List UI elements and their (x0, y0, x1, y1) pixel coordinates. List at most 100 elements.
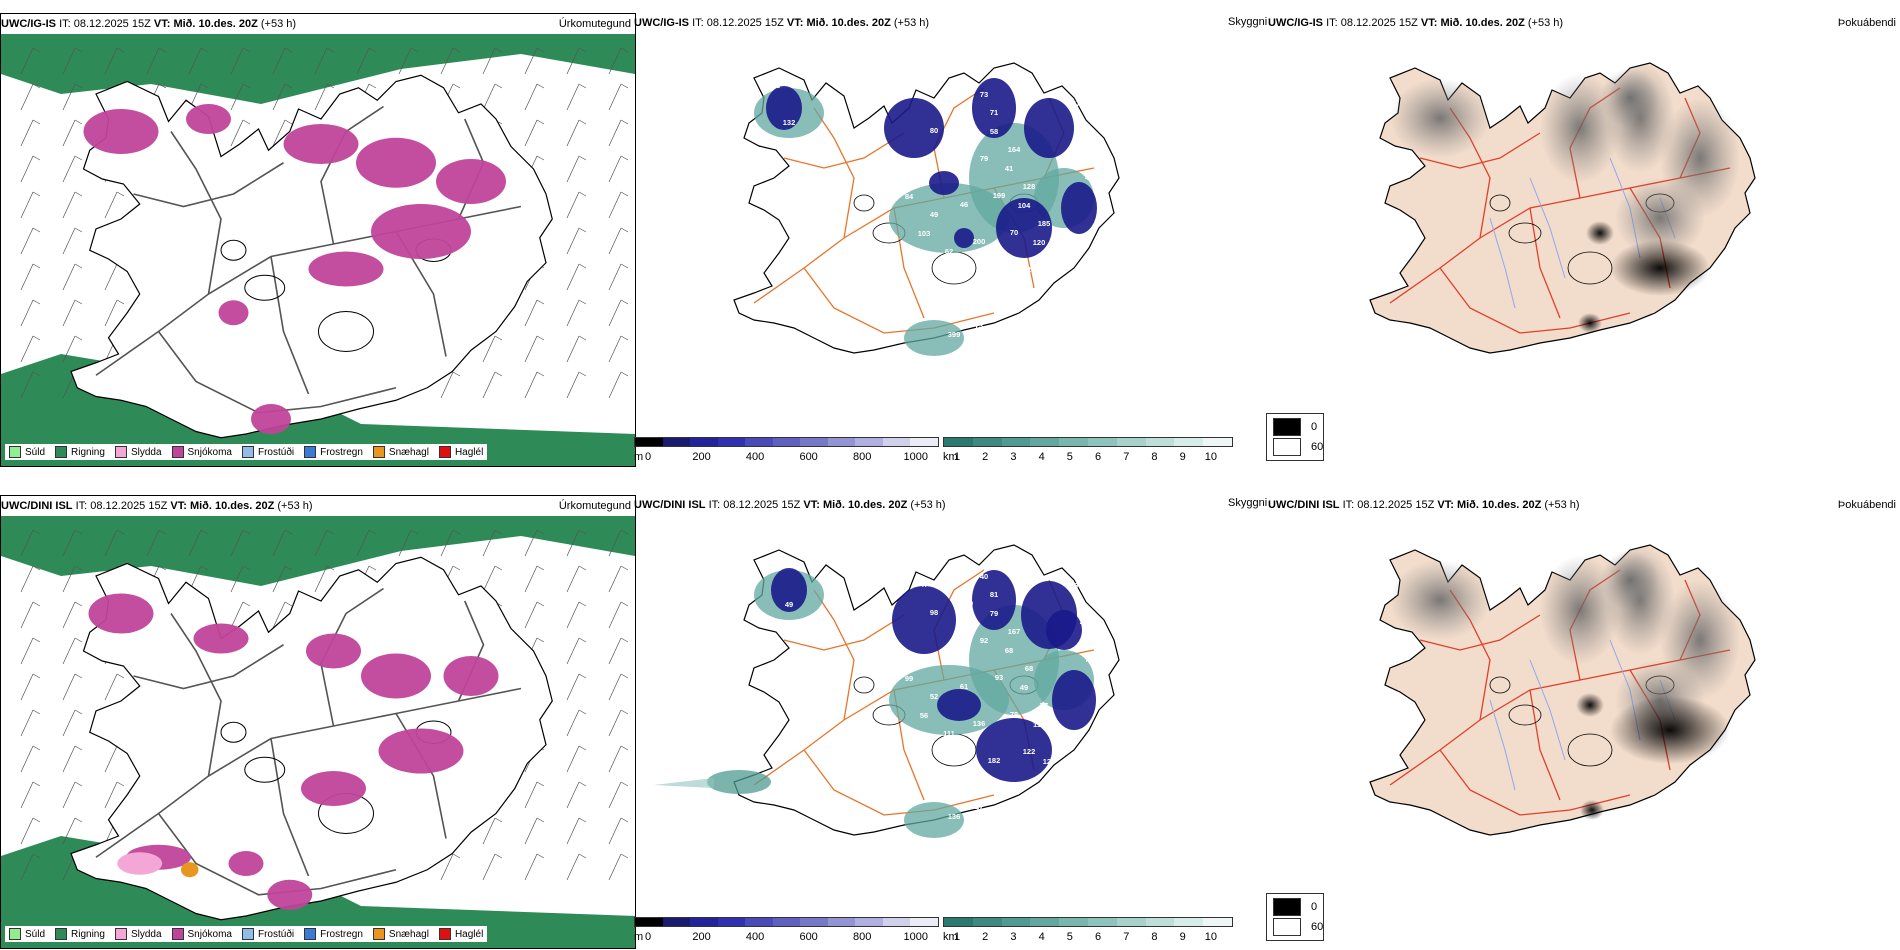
cloud-base-value-label: 104 (1058, 312, 1071, 321)
cloud-base-value-label: 134 (898, 793, 911, 802)
wind-barb (398, 47, 419, 75)
cloud-base-value-label: 127 (1023, 265, 1036, 274)
fog-grey-area (1615, 178, 1705, 258)
wind-barb (482, 565, 503, 593)
wind-barb (566, 47, 587, 75)
wind-barb (62, 335, 83, 363)
wind-barb (62, 781, 83, 809)
legend-swatch (438, 928, 451, 940)
legend-swatch (372, 446, 385, 458)
legend-label: Snjókoma (187, 446, 232, 458)
snow-area (306, 633, 361, 669)
cloud-base-value-label: 61 (1055, 571, 1063, 580)
colorbar-tick-label: 0 (644, 451, 652, 463)
colorbar-segment (1145, 438, 1175, 446)
low-visibility-area (904, 320, 964, 356)
snow-area (83, 109, 159, 154)
wind-barb (20, 565, 41, 593)
colorbar-segment (1030, 438, 1060, 446)
road-line (270, 256, 310, 395)
legend-item-rigning: Rigning (55, 928, 105, 940)
cloud-base-value-label: 128 (1023, 182, 1036, 191)
cloud-base-value-label: 65 (965, 117, 973, 126)
legend-item-súld: Súld (9, 928, 45, 940)
snow-area (361, 653, 431, 699)
legend-item-frostregn: Frostregn (304, 446, 363, 458)
precip-legend: Súld Rigning Slydda Snjókoma Frostúði Frostre… (5, 926, 488, 942)
cloud-base-value-label: 111 (943, 729, 955, 738)
cloud-base-value-label: 103 (918, 229, 931, 238)
wind-barb (62, 227, 83, 255)
legend-swatch (241, 928, 254, 940)
colorbar-tick-label: 9 (1179, 931, 1186, 943)
colorbar-tick-label: 200 (692, 931, 711, 943)
cloud-base-value-label: 143 (1038, 302, 1051, 311)
wind-barb (314, 47, 335, 75)
colorbar-tick-label: 6 (1095, 451, 1102, 463)
wind-barb (482, 47, 503, 75)
wind-barb (62, 673, 83, 701)
wind-barb (20, 745, 41, 773)
cloud-base-value-label: 79 (1055, 256, 1063, 265)
cloud-base-value-label: 47 (975, 803, 983, 812)
wind-barb (608, 155, 629, 183)
wind-barb (230, 47, 251, 75)
wind-barb (566, 335, 587, 363)
cloud-base-value-label: 72 (1085, 655, 1093, 664)
colorbar-segment (745, 438, 773, 446)
legend-item-snjókoma: Snjókoma (171, 446, 232, 458)
legend-swatch (171, 928, 184, 940)
wind-barb (524, 83, 545, 111)
wind-barb (566, 673, 587, 701)
wind-barb (20, 637, 41, 665)
wind-barb (20, 155, 41, 183)
cloud-base-value-label: 49 (930, 210, 938, 219)
fog-legend-label: 0 (1311, 421, 1318, 433)
river-line (1489, 699, 1516, 791)
wind-barb (566, 565, 587, 593)
cloud-base-value-label: 104 (903, 728, 916, 737)
legend-item-snjókoma: Snjókoma (171, 928, 232, 940)
wind-barb (398, 529, 419, 557)
wind-barb (104, 47, 125, 75)
colorbar-segment (717, 918, 746, 926)
cloud-base-value-label: 52 (960, 284, 968, 293)
cloud-base-area (929, 171, 959, 195)
fog-legend-row: 0 (1273, 898, 1317, 916)
wind-barb (104, 299, 125, 327)
colorbar-segment (1001, 918, 1031, 926)
precip-type-title: Úrkomutegund (558, 500, 631, 512)
cloud-base-value-label: 136 (973, 719, 986, 728)
colorbar-unit: m (634, 451, 644, 463)
colorbar-tick-label: 10 (1204, 451, 1218, 463)
colorbar-gradient (634, 917, 939, 927)
wind-barb (62, 529, 83, 557)
legend-label: Haglél (454, 446, 484, 458)
colorbar-segment (1059, 438, 1088, 446)
wind-barb (62, 299, 83, 327)
cloud-base-area (954, 228, 974, 248)
road-line (133, 162, 284, 208)
fog-grey-area (1540, 555, 1620, 665)
iceland-landmass (70, 556, 553, 921)
wind-barb (20, 853, 41, 881)
wind-barb (62, 637, 83, 665)
wind-barb (608, 335, 629, 363)
snow-area (267, 879, 313, 910)
colorbar-tick-label: 800 (852, 931, 872, 943)
colorbar-segment (635, 438, 663, 446)
low-visibility-plume (654, 778, 714, 788)
colorbar-tick-label: 800 (852, 451, 872, 463)
fog-legend-swatch (1273, 898, 1301, 916)
cloud-base-value-label: 19 (965, 599, 973, 608)
cloud-base-value-label: 55 (935, 266, 943, 275)
colorbar-unit: km (943, 451, 958, 463)
snow-area (308, 251, 384, 287)
wind-barb (608, 673, 629, 701)
legend-label: Slydda (130, 928, 162, 940)
colorbar-segment (1174, 438, 1204, 446)
coastline (70, 556, 553, 921)
wind-barb (62, 263, 83, 291)
road-line (813, 107, 855, 239)
colorbar-segment (1087, 918, 1117, 926)
